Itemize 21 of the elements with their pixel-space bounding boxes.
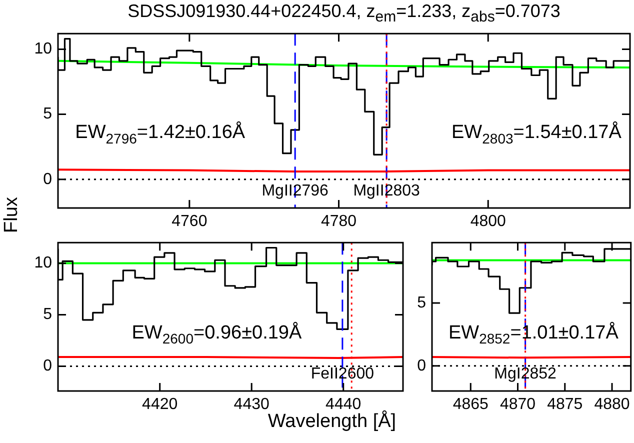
y-tick-label: 10 [34,40,52,58]
y-tick-label: 0 [43,170,52,188]
y-tick-label: 5 [417,294,426,312]
chart-title: SDSSJ091930.44+022450.4, z$_{em}$=1.233, z$_{abs}$=0.7073 [126,0,562,28]
x-tick-label: 4760 [172,213,208,230]
x-tick-label: 4865 [452,396,489,414]
y-tick-label: 0 [417,357,426,374]
x-tick-label: 4780 [320,213,357,230]
y-tick-label: 0 [43,358,52,375]
y-tick-label: 5 [43,306,52,324]
x-tick-label: 4875 [547,396,583,414]
x-tick-label: 4420 [142,396,178,414]
x-tick-label: 4430 [234,396,270,414]
x-tick-label: 4870 [500,396,536,414]
y-tick-label: 10 [34,254,52,272]
y-tick-label: 5 [43,106,52,123]
ref-line-label: FeII2600 [310,365,374,382]
x-tick-label: 4880 [594,396,630,414]
y-axis-title: Flux [1,196,23,235]
x-tick-label: 4800 [470,213,506,230]
ref-line-label: MgI2852 [494,365,557,382]
